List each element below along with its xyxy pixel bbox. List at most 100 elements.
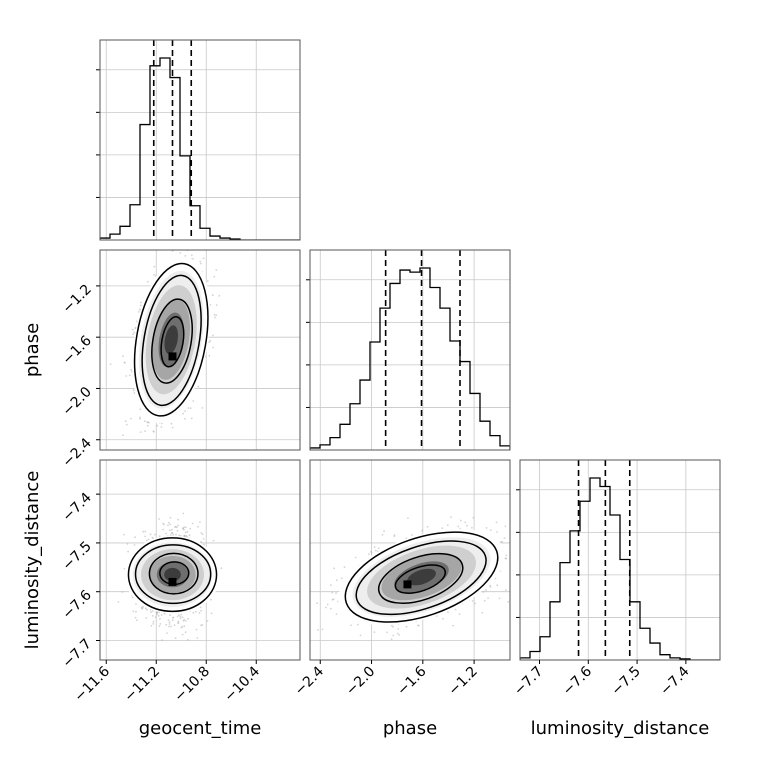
sample-point bbox=[208, 354, 211, 357]
sample-point bbox=[183, 526, 186, 528]
panel-hist-geocent_time bbox=[96, 39, 301, 241]
sample-point bbox=[171, 426, 174, 429]
sample-point bbox=[130, 368, 133, 371]
sample-point bbox=[210, 612, 213, 615]
sample-point bbox=[123, 533, 125, 536]
sample-point bbox=[163, 523, 165, 526]
sample-point bbox=[195, 218, 197, 220]
sample-point bbox=[200, 540, 203, 543]
contour-3 bbox=[160, 316, 185, 368]
sample-point bbox=[197, 525, 199, 528]
sample-point bbox=[165, 623, 168, 626]
sample-point bbox=[169, 516, 172, 519]
sample-point bbox=[192, 258, 195, 260]
sample-point bbox=[157, 615, 160, 617]
sample-point bbox=[202, 538, 205, 540]
sample-point bbox=[202, 257, 205, 260]
sample-point bbox=[183, 625, 186, 628]
sample-point bbox=[190, 417, 193, 420]
sample-point bbox=[200, 609, 203, 612]
sample-point bbox=[183, 535, 186, 537]
sample-point bbox=[145, 539, 148, 542]
sample-point bbox=[169, 523, 172, 526]
sample-point bbox=[183, 618, 186, 621]
contour-1 bbox=[141, 274, 202, 407]
sample-point bbox=[201, 624, 204, 626]
sample-point bbox=[117, 601, 120, 603]
sample-point bbox=[214, 316, 216, 319]
sample-point bbox=[184, 620, 187, 622]
sample-point bbox=[209, 339, 212, 342]
sample-point bbox=[137, 311, 140, 313]
sample-point bbox=[168, 521, 170, 524]
sample-point bbox=[167, 524, 169, 527]
sample-point bbox=[174, 525, 177, 528]
sample-point bbox=[199, 521, 201, 523]
panel-scatter-geocent_time-luminosity_distance bbox=[99, 459, 301, 661]
sample-point bbox=[150, 624, 153, 627]
sample-point bbox=[143, 420, 146, 423]
sample-point bbox=[121, 591, 124, 593]
sample-point bbox=[159, 623, 162, 625]
sample-point bbox=[189, 527, 192, 530]
sample-point bbox=[206, 620, 209, 622]
sample-point bbox=[135, 619, 138, 622]
histogram-geocent_time bbox=[100, 57, 300, 240]
sample-point bbox=[131, 328, 134, 331]
sample-point bbox=[201, 533, 204, 536]
sample-point bbox=[165, 532, 168, 535]
axes-frame bbox=[99, 39, 301, 241]
sample-point bbox=[215, 314, 218, 317]
sample-point bbox=[162, 528, 165, 531]
sample-point bbox=[181, 625, 184, 628]
sample-point bbox=[187, 407, 190, 409]
sample-point bbox=[160, 614, 163, 616]
contour-2 bbox=[151, 298, 193, 384]
sample-point bbox=[213, 275, 216, 278]
sample-point bbox=[133, 392, 136, 394]
sample-point bbox=[163, 462, 165, 464]
sample-point bbox=[135, 610, 137, 613]
sample-point bbox=[134, 616, 137, 619]
sample-point bbox=[171, 528, 173, 531]
sample-point bbox=[184, 410, 187, 412]
sample-point bbox=[163, 612, 166, 615]
sample-point bbox=[200, 532, 203, 534]
sample-point bbox=[152, 620, 155, 623]
sample-point bbox=[139, 416, 141, 419]
sample-point bbox=[199, 260, 202, 263]
sample-point bbox=[215, 304, 218, 306]
sample-point bbox=[184, 526, 187, 529]
sample-point bbox=[134, 536, 137, 539]
sample-point bbox=[176, 615, 179, 618]
sample-point bbox=[148, 421, 150, 424]
sample-point bbox=[146, 421, 149, 424]
sample-point bbox=[188, 534, 191, 537]
sample-point bbox=[182, 512, 185, 515]
sample-point bbox=[130, 370, 133, 373]
sample-point bbox=[140, 606, 143, 609]
sample-point bbox=[215, 269, 218, 271]
sample-point bbox=[142, 605, 145, 608]
sample-point bbox=[168, 621, 171, 623]
sample-point bbox=[145, 617, 148, 619]
sample-point bbox=[169, 614, 172, 617]
sample-point bbox=[168, 625, 170, 628]
panel-hist-luminosity_distance bbox=[516, 459, 721, 661]
sample-point bbox=[158, 625, 161, 628]
sample-point bbox=[210, 598, 212, 601]
sample-point bbox=[139, 431, 142, 433]
panel-content bbox=[109, 218, 221, 464]
sample-point bbox=[133, 544, 136, 546]
sample-point bbox=[212, 334, 214, 337]
sample-point bbox=[201, 407, 204, 409]
sample-point bbox=[147, 538, 150, 541]
histogram-phase bbox=[310, 267, 510, 450]
sample-point bbox=[124, 362, 126, 364]
sample-point bbox=[140, 301, 142, 304]
sample-point bbox=[146, 424, 149, 427]
sample-point bbox=[178, 534, 181, 537]
sample-point bbox=[172, 616, 175, 619]
sample-point bbox=[184, 417, 186, 420]
